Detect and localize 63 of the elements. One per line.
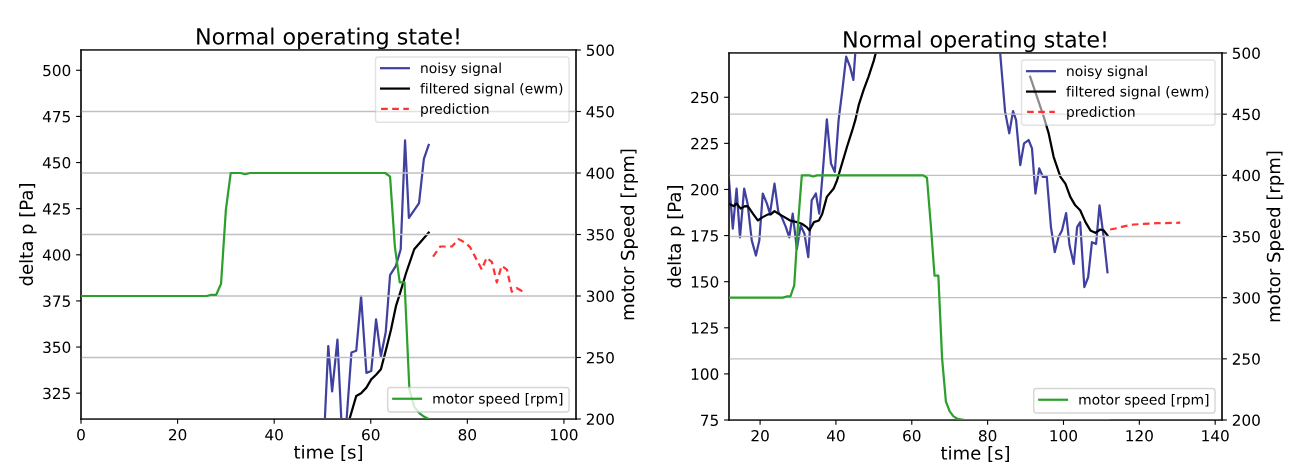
y-tick-label: 100 <box>691 368 719 380</box>
y-tick-label: 125 <box>691 322 718 334</box>
x-tick-label: 140 <box>1202 429 1229 442</box>
y-tick-label: 175 <box>691 230 718 242</box>
x-tick-label: 120 <box>1126 429 1153 442</box>
y-tick-label: 400 <box>42 249 71 261</box>
y2-tick-label: 500 <box>1232 47 1260 60</box>
x-tick-label: 80 <box>978 429 997 442</box>
line-series <box>323 139 430 419</box>
legend-label: filtered signal (ewm) <box>1066 85 1209 100</box>
y-axis-title: delta p [Pa] <box>667 186 685 288</box>
line-series <box>431 238 526 294</box>
y2-tick-label: 500 <box>586 44 614 57</box>
y2-tick-label: 200 <box>586 413 614 426</box>
x-tick-label: 20 <box>751 429 769 442</box>
y-tick-label: 250 <box>691 91 719 104</box>
legend-label: noisy signal <box>1067 65 1147 79</box>
x-axis-title: time [s] <box>940 445 1009 462</box>
line-series <box>1109 221 1182 231</box>
y-tick-label: 75 <box>701 414 718 427</box>
legend-label: noisy signal <box>421 62 501 76</box>
x-tick-label: 100 <box>1050 429 1078 442</box>
y-tick-label: 500 <box>43 64 71 77</box>
chart-title: Normal operating state! <box>844 30 1106 53</box>
y-tick-label: 225 <box>691 137 718 150</box>
y-tick-label: 350 <box>43 341 71 354</box>
legend-label: prediction <box>421 103 489 117</box>
y2-tick-label: 400 <box>586 167 614 180</box>
y-tick-label: 450 <box>42 157 71 169</box>
y2-tick-label: 350 <box>1232 230 1260 243</box>
y-tick-label: 150 <box>691 276 719 288</box>
y2-axis-title: motor Speed [rpm] <box>620 149 638 320</box>
y2-tick-label: 350 <box>586 228 614 241</box>
legend-label: motor speed [rpm] <box>433 393 563 407</box>
y-tick-label: 425 <box>42 203 70 215</box>
y2-tick-label: 200 <box>1232 414 1260 427</box>
x-tick-label: 100 <box>551 428 578 441</box>
y-axis-title: delta p [Pa] <box>19 184 37 286</box>
y2-tick-label: 300 <box>1232 292 1260 304</box>
legend-label: prediction <box>1067 106 1135 120</box>
x-tick-label: 80 <box>458 428 477 441</box>
y2-tick-label: 450 <box>586 105 614 118</box>
legend-label: motor speed [rpm] <box>1079 394 1209 408</box>
line-series <box>81 171 430 419</box>
x-tick-label: 60 <box>362 428 380 441</box>
x-tick-label: 40 <box>826 429 845 442</box>
legend-label: filtered signal (ewm) <box>420 82 563 97</box>
x-axis-title: time [s] <box>293 444 362 461</box>
y-tick-label: 200 <box>691 183 719 196</box>
y-tick-label: 325 <box>43 387 70 400</box>
x-tick-label: 60 <box>903 429 921 442</box>
x-tick-label: 40 <box>265 428 283 441</box>
y2-tick-label: 400 <box>1232 169 1260 182</box>
y-tick-label: 475 <box>42 111 70 123</box>
y2-tick-label: 250 <box>1232 353 1260 365</box>
x-tick-label: 20 <box>168 428 187 441</box>
y2-tick-label: 300 <box>586 290 614 303</box>
y2-axis-title: motor Speed [rpm] <box>1266 151 1284 322</box>
y2-tick-label: 450 <box>1232 108 1260 121</box>
y2-tick-label: 250 <box>586 351 614 364</box>
x-tick-label: 0 <box>77 428 85 441</box>
chart-title: Normal operating state! <box>197 27 459 50</box>
y-tick-label: 375 <box>43 295 70 307</box>
